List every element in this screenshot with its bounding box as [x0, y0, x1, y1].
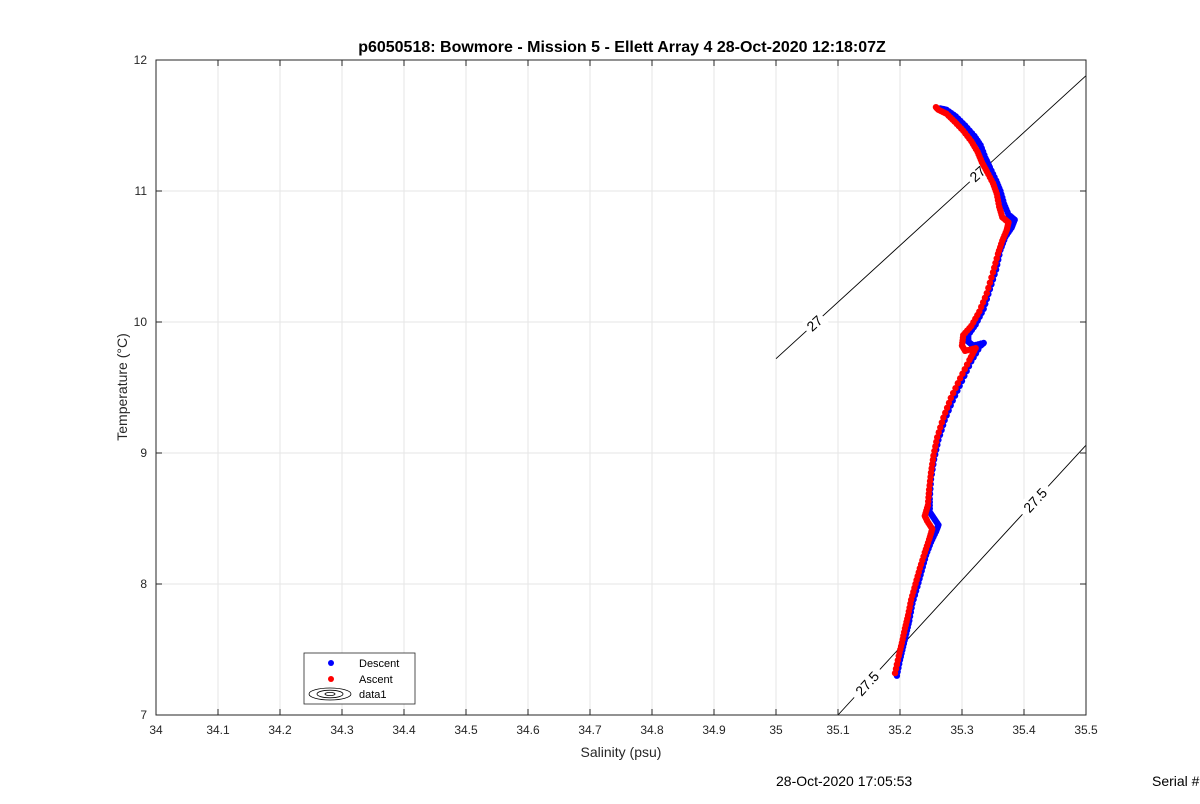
legend-ascent-label: Ascent	[359, 674, 393, 686]
legend-ascent-marker	[328, 676, 334, 682]
y-tick-label: 10	[134, 315, 148, 329]
x-tick-label: 34.4	[392, 723, 416, 737]
data-point	[947, 394, 955, 402]
y-tick-label: 9	[140, 446, 147, 460]
x-axis-label: Salinity (psu)	[581, 744, 662, 760]
chart-title: p6050518: Bowmore - Mission 5 - Ellett A…	[358, 39, 886, 56]
data-point	[940, 414, 947, 421]
axes-box	[155, 59, 1087, 716]
series-ascent	[891, 103, 1012, 677]
legend-contour-icon	[308, 687, 352, 701]
y-tick-label: 11	[135, 184, 148, 198]
x-tick-label: 34.3	[330, 723, 354, 737]
footer-serial: Serial #	[1152, 773, 1200, 789]
data-point	[952, 384, 959, 392]
x-tick-label: 35.4	[1012, 723, 1036, 737]
y-tick-label: 7	[140, 708, 147, 722]
legend-descent-marker	[328, 660, 334, 666]
data-points	[891, 103, 1018, 679]
data-point	[988, 274, 995, 281]
contour-label-bg	[1015, 480, 1055, 521]
data-point	[942, 409, 949, 416]
contour-label-bg	[847, 663, 887, 704]
legend-box	[303, 652, 416, 705]
data-point	[935, 429, 942, 436]
x-tick-label: 34.1	[206, 723, 230, 737]
x-tick-label: 34	[149, 723, 163, 737]
x-tick-label: 34.9	[702, 723, 726, 737]
legend-descent-label: Descent	[359, 658, 399, 670]
data-point	[937, 424, 944, 431]
x-tick-label: 35	[769, 723, 783, 737]
x-tick-label: 34.5	[454, 723, 478, 737]
data-point	[949, 389, 957, 397]
grid-lines	[156, 60, 1086, 715]
x-tick-label: 35.1	[826, 723, 850, 737]
data-point	[943, 404, 951, 412]
legend: Descent Ascent data1	[303, 652, 416, 705]
data-point	[932, 103, 940, 111]
x-axis-ticks: 34 34.1 34.2 34.3 34.4 34.5 34.6 34.7 34.8 34.9 35…	[149, 60, 1098, 737]
y-tick-label: 8	[140, 577, 147, 591]
footer-timestamp: 28-Oct-2020 17:05:53	[776, 773, 913, 789]
data-point	[986, 279, 994, 286]
x-tick-label: 34.7	[578, 723, 602, 737]
x-tick-label: 34.8	[640, 723, 664, 737]
x-tick-label: 35.2	[888, 723, 912, 737]
y-axis-label: Temperature (°C)	[114, 333, 130, 441]
contour-line-27	[775, 75, 1087, 360]
x-tick-label: 34.6	[516, 723, 540, 737]
x-tick-label: 35.5	[1074, 723, 1098, 737]
legend-data1-label: data1	[359, 689, 387, 701]
data-point	[954, 380, 962, 387]
data-point	[945, 399, 953, 407]
x-tick-label: 34.2	[268, 723, 292, 737]
y-axis-ticks: 7 8 9 10 11 12	[134, 53, 1086, 722]
x-tick-label: 35.3	[950, 723, 974, 737]
data-point	[938, 419, 946, 426]
y-tick-label: 12	[134, 53, 148, 67]
data-point	[934, 434, 941, 441]
data-point	[985, 284, 992, 292]
data-point	[983, 289, 990, 297]
contour-label-bg	[800, 309, 829, 338]
